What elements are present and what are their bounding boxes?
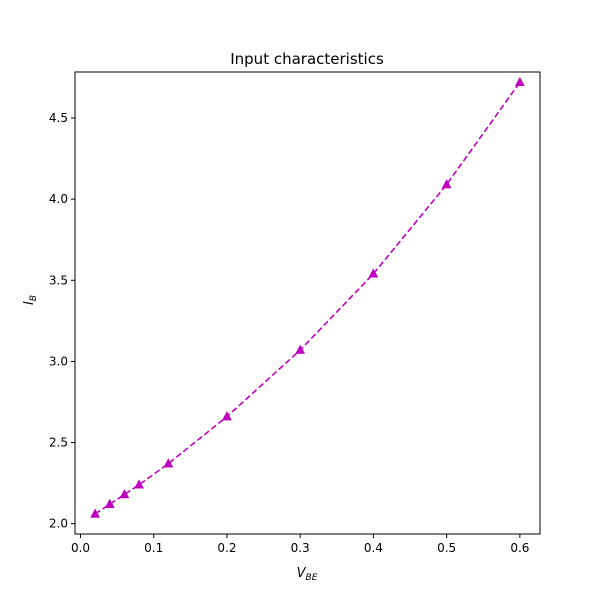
y-axis-label-sub: B <box>29 295 39 301</box>
x-axis-label-sub: BE <box>306 573 318 583</box>
data-point-marker <box>295 344 306 354</box>
y-tick-label: 2.5 <box>49 436 68 450</box>
data-point-marker <box>514 76 525 87</box>
x-axis-label-main: V <box>297 566 307 581</box>
y-tick-label: 2.0 <box>49 517 68 531</box>
y-tick-label: 3.0 <box>49 354 68 368</box>
x-tick-label: 0.0 <box>71 541 90 555</box>
x-tick-label: 0.5 <box>437 541 456 555</box>
data-point-marker <box>163 458 174 468</box>
x-tick-label: 0.4 <box>364 541 383 555</box>
data-point-marker <box>104 498 115 508</box>
data-point-marker <box>134 479 144 489</box>
x-tick-label: 0.1 <box>144 541 163 555</box>
x-axis: 0.0 0.1 0.2 0.3 0.4 0.5 0.6 <box>71 534 529 555</box>
chart-title: Input characteristics <box>230 50 384 68</box>
x-tick-label: 0.3 <box>291 541 310 555</box>
y-axis-label-main: I <box>22 301 37 305</box>
y-axis: 2.0 2.5 3.0 3.5 4.0 4.5 <box>49 111 75 531</box>
plot-area <box>74 71 541 535</box>
x-tick-label: 0.6 <box>510 541 529 555</box>
data-point-marker <box>368 268 379 278</box>
y-tick-label: 3.5 <box>49 273 68 287</box>
y-axis-label: IB <box>22 295 39 305</box>
y-tick-label: 4.0 <box>49 192 68 206</box>
series-line <box>94 81 521 515</box>
y-tick-label: 4.5 <box>49 111 68 125</box>
data-point-marker <box>441 179 452 189</box>
data-point-marker <box>222 411 232 421</box>
x-tick-label: 0.2 <box>217 541 236 555</box>
x-axis-label: VBE <box>297 566 318 583</box>
data-point-marker <box>90 508 101 518</box>
plot-frame <box>74 71 541 535</box>
data-point-marker <box>119 488 130 499</box>
